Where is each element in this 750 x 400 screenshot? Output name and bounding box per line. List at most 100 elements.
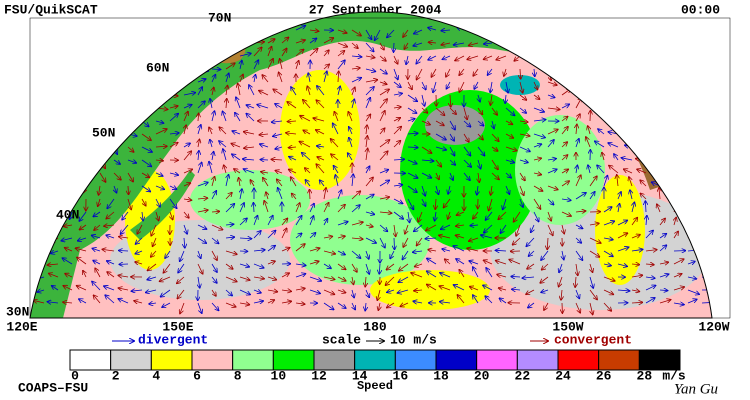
wind-arrow xyxy=(272,121,283,122)
wind-arrow xyxy=(169,143,178,148)
wind-arrow xyxy=(617,247,629,252)
wind-arrow xyxy=(37,290,45,292)
wind-arrow xyxy=(183,69,193,72)
wind-arrow xyxy=(687,261,695,264)
wind-arrow xyxy=(533,120,546,121)
wind-arrow xyxy=(416,68,423,80)
wind-arrow xyxy=(441,224,451,229)
wind-arrow xyxy=(337,205,345,213)
wind-arrow xyxy=(575,55,584,61)
wind-arrow xyxy=(198,125,201,135)
wind-arrow xyxy=(225,263,233,269)
wind-arrow xyxy=(155,173,163,176)
wind-arrow xyxy=(134,301,143,303)
wind-arrow xyxy=(491,146,498,151)
wind-arrow xyxy=(454,43,465,45)
wind-arrow xyxy=(210,99,212,109)
wind-arrow xyxy=(197,42,204,52)
wind-arrow xyxy=(366,136,367,148)
wind-arrow xyxy=(477,185,478,195)
wind-arrow xyxy=(505,185,509,194)
wind-arrow xyxy=(682,99,689,109)
wind-arrow xyxy=(631,249,643,251)
wind-arrow xyxy=(351,250,361,258)
wind-arrow xyxy=(489,198,493,210)
wind-arrow xyxy=(542,263,549,270)
wind-arrow xyxy=(141,198,146,206)
wind-arrow xyxy=(673,39,683,44)
wind-arrow xyxy=(225,250,237,254)
wind-arrow xyxy=(61,238,73,241)
wind-arrow xyxy=(393,81,401,87)
wind-arrow xyxy=(307,86,310,96)
wind-arrow xyxy=(365,98,370,109)
wind-arrow xyxy=(659,24,667,31)
wind-arrow xyxy=(225,289,232,296)
wind-arrow xyxy=(439,286,451,291)
colorbar-tick: 10 xyxy=(271,368,287,383)
wind-arrow xyxy=(163,42,171,51)
wind-arrow xyxy=(575,68,585,73)
wind-arrow xyxy=(183,151,191,161)
wind-arrow xyxy=(155,160,163,161)
wind-arrow xyxy=(135,251,143,254)
wind-arrow xyxy=(169,68,176,75)
lat-label: 40N xyxy=(56,207,79,222)
wind-arrow xyxy=(151,224,157,236)
wind-arrow xyxy=(436,172,439,179)
wind-arrow xyxy=(156,211,159,221)
wind-arrow xyxy=(316,130,325,135)
wind-arrow xyxy=(393,159,404,160)
wind-arrow xyxy=(77,39,87,44)
scale-value: 10 m/s xyxy=(390,332,437,347)
wind-arrow xyxy=(668,167,675,174)
wind-arrow xyxy=(697,85,703,96)
wind-arrow xyxy=(463,120,471,127)
wind-arrow xyxy=(47,302,59,303)
wind-arrow xyxy=(122,55,129,61)
wind-arrow xyxy=(226,86,227,96)
wind-arrow xyxy=(467,248,479,251)
wind-arrow xyxy=(239,303,249,305)
wind-arrow xyxy=(211,42,220,50)
wind-arrow xyxy=(77,257,87,265)
wind-arrow xyxy=(141,146,152,152)
colorbar-tick: 26 xyxy=(596,368,612,383)
wind-arrow xyxy=(576,263,578,275)
wind-arrow xyxy=(590,302,593,315)
map xyxy=(30,11,712,318)
wind-arrow xyxy=(113,94,114,102)
colorbar: 0 2 4 6 8 10 12 14 16 18 20 22 24 26 28 m/s xyxy=(69,349,686,383)
wind-arrow xyxy=(324,71,327,83)
wind-arrow xyxy=(701,30,712,32)
wind-arrow xyxy=(630,88,632,96)
wind-arrow xyxy=(128,81,130,90)
wind-arrow xyxy=(519,185,524,195)
wind-arrow xyxy=(273,134,283,136)
wind-arrow xyxy=(323,277,335,279)
wind-arrow xyxy=(492,120,494,129)
wind-arrow xyxy=(141,159,151,166)
wind-arrow xyxy=(394,224,396,236)
wind-arrow xyxy=(575,302,580,313)
wind-arrow xyxy=(659,35,665,44)
wind-arrow xyxy=(198,139,199,148)
wind-arrow xyxy=(547,237,548,249)
wind-arrow xyxy=(631,264,639,265)
wind-arrow xyxy=(150,29,157,36)
wind-arrow xyxy=(292,193,297,200)
wind-arrow xyxy=(575,193,586,200)
wind-arrow xyxy=(151,250,157,257)
wind-arrow xyxy=(589,276,593,288)
wind-arrow xyxy=(435,133,446,140)
wind-arrow xyxy=(575,289,579,298)
wind-arrow xyxy=(674,57,677,70)
wind-arrow xyxy=(333,123,339,135)
wind-arrow xyxy=(603,302,611,311)
wind-arrow xyxy=(316,100,325,109)
wind-arrow xyxy=(379,140,390,148)
wind-arrow xyxy=(43,81,44,89)
wind-arrow xyxy=(107,272,115,278)
wind-arrow xyxy=(562,224,564,234)
wind-arrow xyxy=(253,47,262,57)
